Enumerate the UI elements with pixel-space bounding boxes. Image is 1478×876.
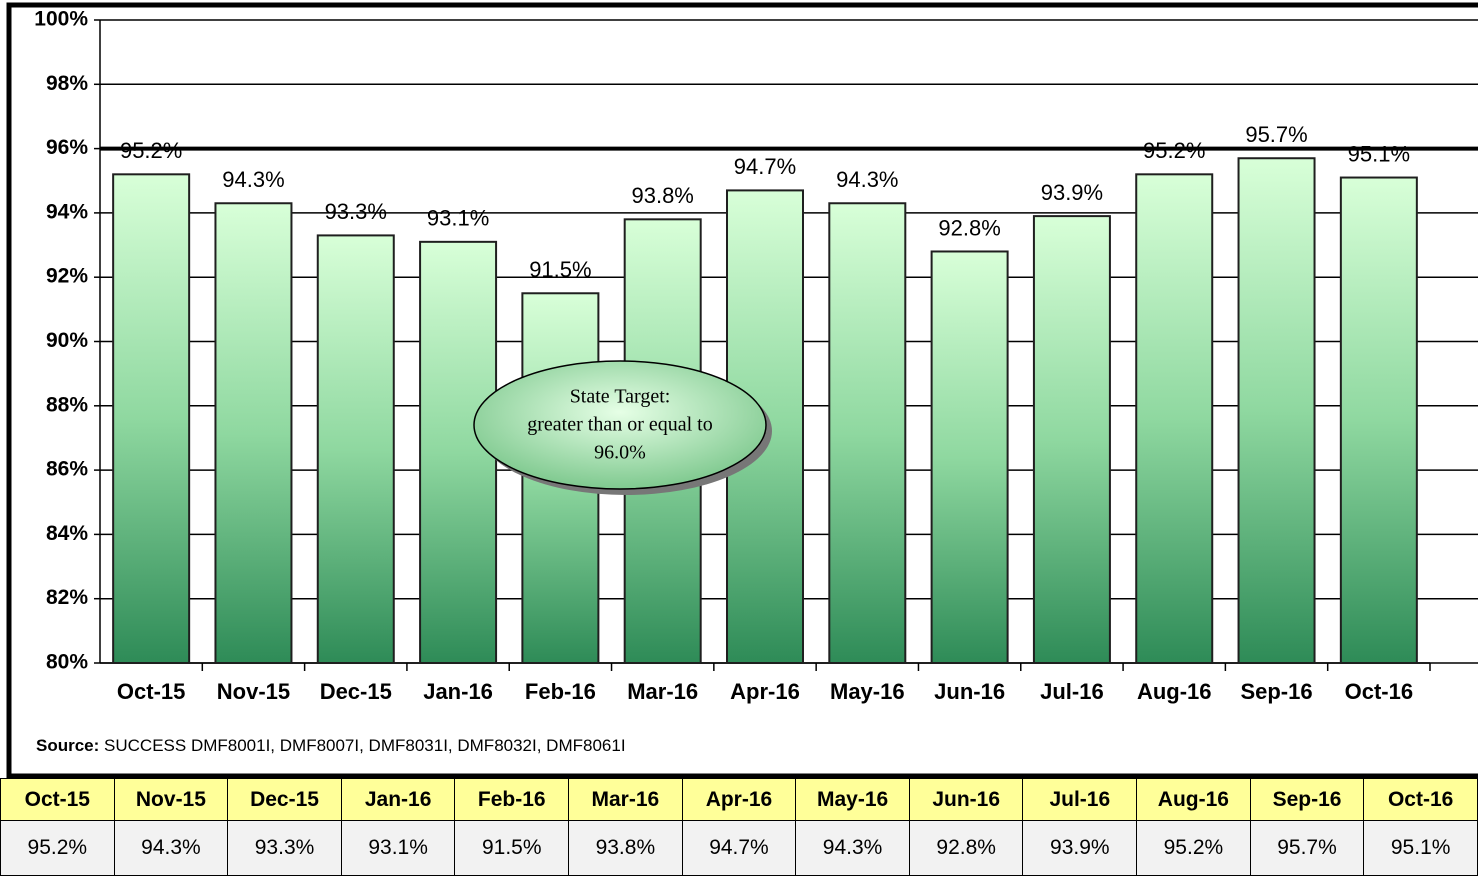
value-label: 93.9%	[1041, 180, 1103, 205]
value-label: 93.8%	[631, 183, 693, 208]
value-label: 95.2%	[120, 138, 182, 163]
value-label: 94.3%	[836, 167, 898, 192]
table-value: 93.9%	[1022, 820, 1138, 876]
table-header: Dec-15	[227, 778, 342, 821]
bar	[828, 202, 907, 664]
table-value: 93.3%	[227, 820, 342, 876]
value-label: 94.7%	[734, 154, 796, 179]
value-label: 95.2%	[1143, 138, 1205, 163]
table-header: Oct-16	[1363, 778, 1478, 821]
y-tick-label: 94%	[46, 200, 88, 223]
value-label: 93.1%	[427, 206, 489, 231]
table-header: Nov-15	[113, 778, 229, 821]
bar	[930, 250, 1009, 664]
bar	[1135, 173, 1214, 664]
table-header: Aug-16	[1136, 778, 1251, 821]
bar	[316, 234, 395, 664]
table-value: 94.3%	[795, 820, 910, 876]
y-tick-label: 92%	[46, 265, 88, 288]
bar	[112, 173, 191, 664]
table-header: Oct-15	[0, 778, 115, 821]
x-tick-label: Aug-16	[1137, 679, 1212, 704]
y-tick-label: 86%	[46, 458, 88, 481]
table-value: 95.1%	[1363, 820, 1478, 876]
table-header: Apr-16	[681, 778, 797, 821]
y-tick-label: 88%	[46, 393, 88, 416]
table-value: 92.8%	[908, 820, 1024, 876]
y-tick-label: 90%	[46, 329, 88, 352]
x-tick-label: Nov-15	[217, 679, 290, 704]
table-header: Jul-16	[1022, 778, 1138, 821]
annotation-text: 96.0%	[594, 442, 646, 464]
x-tick-label: Mar-16	[627, 679, 698, 704]
x-tick-label: Apr-16	[730, 679, 800, 704]
x-tick-label: Oct-15	[117, 679, 185, 704]
annotation-text: State Target:	[570, 386, 671, 408]
table-value: 91.5%	[454, 820, 570, 876]
table-value: 95.7%	[1249, 820, 1365, 876]
x-tick-label: Dec-15	[320, 679, 392, 704]
y-tick-label: 84%	[46, 522, 88, 545]
table-value: 95.2%	[1136, 820, 1251, 876]
table-header: Sep-16	[1249, 778, 1365, 821]
frame	[6, 2, 1478, 778]
table-header: May-16	[795, 778, 910, 821]
value-label: 95.1%	[1348, 141, 1410, 166]
annotation-bubble	[473, 360, 767, 490]
y-tick-label: 96%	[46, 136, 88, 159]
value-label: 94.3%	[222, 167, 284, 192]
chart: 80% 82% 84% 86% 88% 90% 92% 94% 96% 98% 100% Oct-15…	[6, 2, 1478, 778]
table-value: 93.8%	[568, 820, 683, 876]
data-table: Oct-15 Nov-15 Dec-15 Jan-16 Feb-16 Mar-16 Apr-…	[0, 778, 1478, 876]
x-tick-label: Jul-16	[1040, 679, 1104, 704]
table-value: 95.2%	[0, 820, 115, 876]
x-tick-label: Sep-16	[1240, 679, 1312, 704]
bar	[1339, 176, 1418, 664]
table-header: Jan-16	[340, 778, 456, 821]
y-tick-label: 100%	[34, 8, 88, 31]
table-header: Mar-16	[568, 778, 683, 821]
x-tick-label: Jan-16	[423, 679, 493, 704]
bar	[214, 202, 293, 664]
table-value: 94.3%	[113, 820, 229, 876]
value-label: 95.7%	[1245, 122, 1307, 147]
value-label: 91.5%	[529, 257, 591, 282]
y-tick-label: 98%	[46, 72, 88, 95]
source: Source: SUCCESS DMF8001I, DMF8007I, DMF8…	[36, 736, 626, 755]
x-tick-label: Jun-16	[934, 679, 1005, 704]
bar	[419, 240, 498, 665]
y-tick-label: 80%	[46, 651, 88, 674]
table-value: 94.7%	[681, 820, 797, 876]
bar	[1237, 157, 1316, 664]
x-tick-label: Oct-16	[1345, 679, 1413, 704]
value-label: 92.8%	[938, 215, 1000, 240]
x-tick-label: May-16	[830, 679, 905, 704]
x-tick-label: Feb-16	[525, 679, 596, 704]
value-label: 93.3%	[325, 199, 387, 224]
table-header: Feb-16	[454, 778, 570, 821]
table-value: 93.1%	[340, 820, 456, 876]
table-header: Jun-16	[908, 778, 1024, 821]
annotation-text: greater than or equal to	[527, 414, 712, 436]
y-tick-label: 82%	[46, 586, 88, 609]
bar	[1032, 215, 1111, 665]
